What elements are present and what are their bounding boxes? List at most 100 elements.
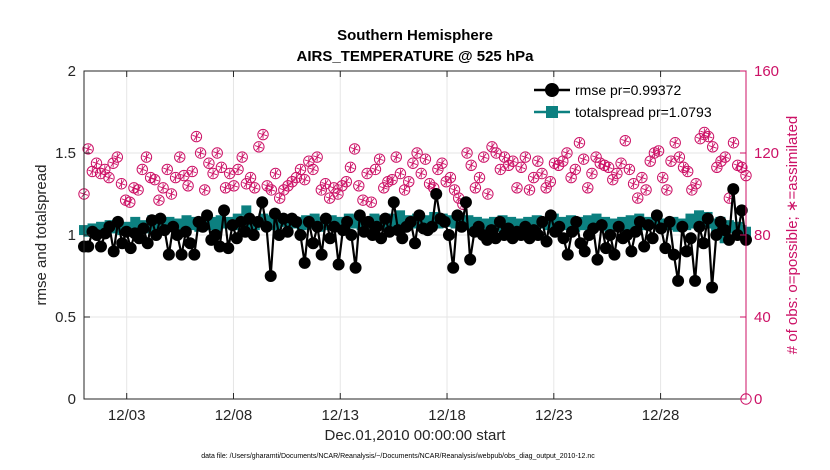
obs-assimilated-point <box>508 157 517 166</box>
totalspread-point <box>694 210 705 221</box>
obs-assimilated-point <box>529 173 538 182</box>
obs-assimilated-point <box>100 165 109 174</box>
asterisk-stroke <box>714 163 720 172</box>
asterisk-stroke <box>410 159 416 167</box>
obs-assimilated-point <box>654 146 663 156</box>
obs-assimilated-point <box>217 163 226 172</box>
rmse-point <box>680 245 693 258</box>
obs-assimilated-point <box>525 185 534 195</box>
obs-assimilated-point <box>362 169 372 178</box>
asterisk-stroke <box>684 167 691 176</box>
obs-assimilated-point <box>121 195 130 205</box>
asterisk-stroke <box>272 169 279 178</box>
obs-assimilated-point <box>542 183 551 193</box>
rmse-point <box>141 237 154 250</box>
obs-possible-point <box>536 167 548 180</box>
totalspread-point <box>621 221 632 232</box>
x-tick-label: 12/28 <box>642 407 680 424</box>
obs-assimilated-point <box>300 175 309 184</box>
obs-possible-point <box>340 176 353 188</box>
asterisk-stroke <box>422 155 429 163</box>
obs-possible-point <box>211 147 223 159</box>
y-axis-ticks: 0 0.5 1 1.5 2 <box>55 63 90 408</box>
asterisk-stroke <box>214 149 221 157</box>
obs-assimilated-point <box>629 179 638 188</box>
x-tick-label: 12/18 <box>428 407 466 424</box>
rmse-point <box>264 270 277 282</box>
totalspread-point <box>591 213 602 224</box>
asterisk-stroke <box>439 159 445 167</box>
obs-assimilated-point <box>200 185 209 195</box>
obs-possible-point <box>423 178 436 190</box>
obs-possible-point <box>357 194 369 206</box>
obs-assimilated-point <box>462 148 472 158</box>
asterisk-stroke <box>455 194 462 202</box>
obs-possible-point <box>519 151 532 163</box>
obs-possible-point <box>328 182 340 194</box>
obs-assimilated-point <box>383 177 393 186</box>
obs-possible-point <box>482 188 494 200</box>
rmse-point <box>375 232 388 245</box>
rmse-point <box>735 204 748 217</box>
rmse-point <box>629 225 642 238</box>
asterisk-stroke <box>135 186 141 194</box>
rmse-point <box>455 220 468 233</box>
obs-assimilated-point <box>117 179 126 188</box>
rmse-point <box>247 229 260 241</box>
obs-possible-point <box>502 159 515 172</box>
rmse-point <box>370 220 383 233</box>
obs-assimilated-point <box>496 165 505 174</box>
asterisk-stroke <box>655 147 662 155</box>
rmse-point <box>650 209 663 222</box>
obs-possible-point <box>261 180 273 192</box>
obs-assimilated-point <box>346 163 355 172</box>
obs-assimilated-point <box>646 157 655 166</box>
obs-assimilated-point <box>500 152 509 162</box>
obs-assimilated-point <box>567 173 576 182</box>
asterisk-stroke <box>372 165 379 174</box>
asterisk-stroke <box>551 159 558 167</box>
obs-possible-point <box>294 163 307 176</box>
obs-possible-point <box>111 151 124 163</box>
rmse-point <box>655 222 668 235</box>
asterisk-stroke <box>659 173 666 182</box>
obs-assimilated-point <box>167 189 176 199</box>
obs-assimilated-point <box>192 132 201 141</box>
rmse-point <box>727 183 740 196</box>
asterisk-stroke <box>301 175 308 184</box>
rmse-point <box>451 209 464 222</box>
obs-assimilated-point <box>733 161 742 170</box>
y-axis-label: rmse and totalspread <box>33 165 50 306</box>
obs-possible-point <box>532 155 544 167</box>
obs-assimilated-point <box>400 185 409 195</box>
asterisk-stroke <box>693 180 699 188</box>
asterisk-stroke <box>147 173 154 182</box>
asterisk-stroke <box>339 182 345 190</box>
y-tick-label: 0.5 <box>55 309 76 326</box>
asterisk-stroke <box>193 132 200 141</box>
asterisk-stroke <box>668 157 674 165</box>
x-tick-label: 12/23 <box>535 407 573 424</box>
obs-assimilated-point <box>242 179 251 188</box>
obs-possible-point <box>569 163 581 176</box>
obs-possible-point <box>632 192 644 204</box>
legend-rmse-marker <box>545 83 559 97</box>
rmse-point <box>281 225 294 238</box>
obs-possible-point <box>232 163 244 176</box>
obs-possible-point <box>577 153 590 165</box>
legend-totalspread-label: totalspread pr=1.0793 <box>575 104 712 120</box>
asterisk-stroke <box>543 184 549 192</box>
obs-assimilated-point <box>354 181 363 190</box>
obs-assimilated-point <box>591 152 601 162</box>
obs-possible-point <box>161 163 173 176</box>
asterisk-stroke <box>239 153 246 161</box>
obs-possible-point <box>465 159 477 172</box>
asterisk-stroke <box>310 165 316 174</box>
obs-possible-point <box>278 184 290 196</box>
obs-assimilated-point <box>238 152 247 162</box>
rmse-point <box>94 240 107 253</box>
asterisk-stroke <box>401 186 408 194</box>
obs-possible-point <box>219 182 232 194</box>
obs-assimilated-point <box>258 130 268 139</box>
asterisk-stroke <box>168 190 175 198</box>
